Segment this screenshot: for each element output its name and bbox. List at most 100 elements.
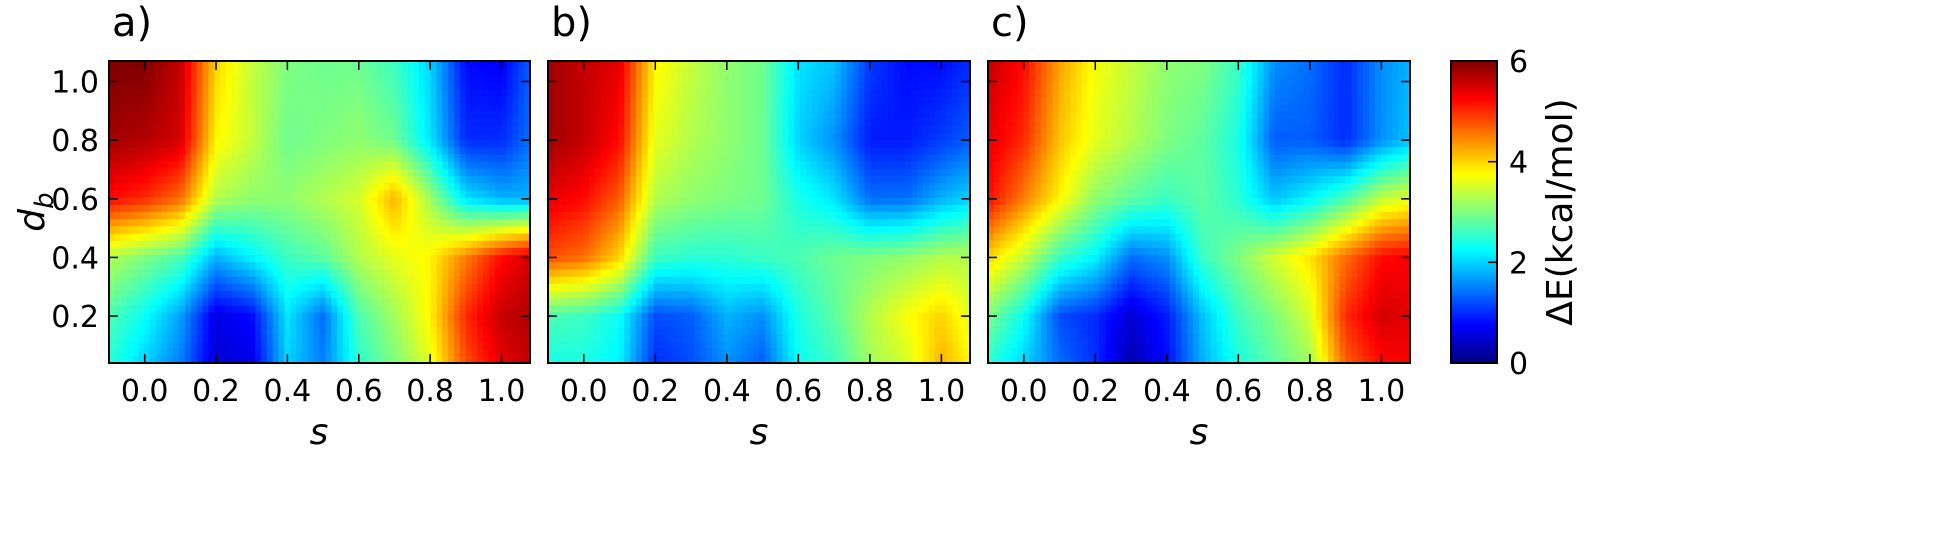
heatmap-cell — [109, 255, 116, 264]
heatmap-cell — [284, 183, 292, 192]
heatmap-cell — [354, 118, 362, 127]
heatmap-cell — [647, 132, 655, 141]
heatmap-cell — [917, 89, 924, 98]
heatmap-cell — [682, 61, 690, 69]
heatmap-cell — [518, 255, 525, 264]
heatmap-cell — [132, 118, 140, 127]
heatmap-cell — [506, 68, 514, 77]
heatmap-cell — [899, 104, 907, 113]
heatmap-cell — [559, 233, 567, 242]
heatmap-cell — [284, 82, 292, 91]
heatmap-cell — [120, 334, 128, 343]
heatmap-cell — [448, 348, 455, 357]
heatmap-cell — [747, 111, 754, 120]
heatmap-cell — [571, 204, 579, 213]
heatmap-cell — [120, 118, 128, 127]
heatmap-cell — [413, 190, 420, 199]
heatmap-cell — [811, 125, 819, 134]
heatmap-cell — [659, 147, 667, 156]
heatmap-cell — [126, 219, 134, 228]
heatmap-cell — [225, 132, 233, 141]
heatmap-cell — [173, 269, 180, 278]
heatmap-cell — [817, 212, 825, 220]
heatmap-cell — [272, 147, 280, 156]
heatmap-cell — [266, 255, 274, 264]
heatmap-cell — [600, 168, 608, 177]
heatmap-cell — [173, 341, 180, 350]
heatmap-cell — [794, 247, 801, 256]
heatmap-cell — [144, 291, 151, 300]
heatmap-cell — [465, 111, 473, 120]
heatmap-cell — [671, 68, 678, 77]
heatmap-cell — [407, 168, 414, 177]
heatmap-cell — [483, 104, 490, 113]
heatmap-cell — [331, 269, 338, 278]
heatmap-cell — [805, 111, 813, 120]
heatmap-cell — [383, 240, 391, 249]
heatmap-cell — [899, 89, 907, 98]
heatmap-cell — [647, 154, 655, 163]
heatmap-cell — [917, 240, 924, 249]
heatmap-cell — [811, 161, 819, 170]
heatmap-cell — [524, 161, 530, 170]
heatmap-cell — [858, 226, 866, 235]
heatmap-cell — [618, 82, 625, 91]
heatmap-cell — [630, 168, 637, 177]
heatmap-cell — [377, 161, 385, 170]
heatmap-cell — [407, 132, 414, 141]
heatmap-cell — [401, 305, 409, 314]
heatmap-cell — [559, 61, 567, 69]
heatmap-cell — [500, 161, 508, 170]
heatmap-cell — [735, 82, 743, 91]
heatmap-cell — [494, 197, 502, 206]
heatmap-cell — [459, 341, 467, 350]
heatmap-cell — [313, 247, 321, 256]
heatmap-cell — [167, 247, 175, 256]
heatmap-cell — [553, 233, 561, 242]
heatmap-cell — [782, 197, 790, 206]
heatmap-cell — [348, 125, 356, 134]
heatmap-cell — [688, 226, 696, 235]
heatmap-cell — [272, 212, 280, 220]
heatmap-cell — [337, 212, 344, 220]
heatmap-cell — [477, 111, 485, 120]
heatmap-cell — [453, 140, 461, 149]
heatmap-cell — [471, 219, 479, 228]
heatmap-cell — [389, 75, 397, 84]
heatmap-cell — [173, 204, 180, 213]
heatmap-cell — [694, 147, 702, 156]
heatmap-cell — [964, 147, 970, 156]
heatmap-cell — [179, 269, 186, 278]
heatmap-cell — [923, 161, 930, 170]
heatmap-cell — [208, 341, 216, 350]
heatmap-cell — [120, 255, 128, 264]
heatmap-cell — [483, 291, 490, 300]
heatmap-cell — [155, 312, 163, 321]
heatmap-cell — [196, 183, 204, 192]
heatmap-cell — [208, 283, 216, 292]
heatmap-cell — [278, 262, 286, 271]
heatmap-cell — [179, 355, 186, 363]
heatmap-cell — [589, 226, 596, 235]
heatmap-cell — [372, 61, 379, 69]
heatmap-cell — [372, 219, 379, 228]
heatmap-cell — [459, 183, 467, 192]
heatmap-cell — [518, 111, 525, 120]
heatmap-cell — [858, 247, 866, 256]
heatmap-cell — [518, 204, 525, 213]
heatmap-cell — [876, 140, 883, 149]
heatmap-cell — [313, 147, 321, 156]
heatmap-cell — [841, 118, 848, 127]
heatmap-cell — [477, 327, 485, 336]
heatmap-cell — [694, 197, 702, 206]
heatmap-b — [548, 61, 970, 363]
heatmap-cell — [196, 291, 204, 300]
heatmap-cell — [594, 204, 602, 213]
heatmap-cell — [729, 125, 737, 134]
heatmap-cell — [594, 61, 602, 69]
heatmap-cell — [407, 233, 414, 242]
heatmap-cell — [500, 190, 508, 199]
heatmap-cell — [682, 247, 690, 256]
heatmap-cell — [958, 75, 965, 84]
heatmap-cell — [214, 341, 221, 350]
